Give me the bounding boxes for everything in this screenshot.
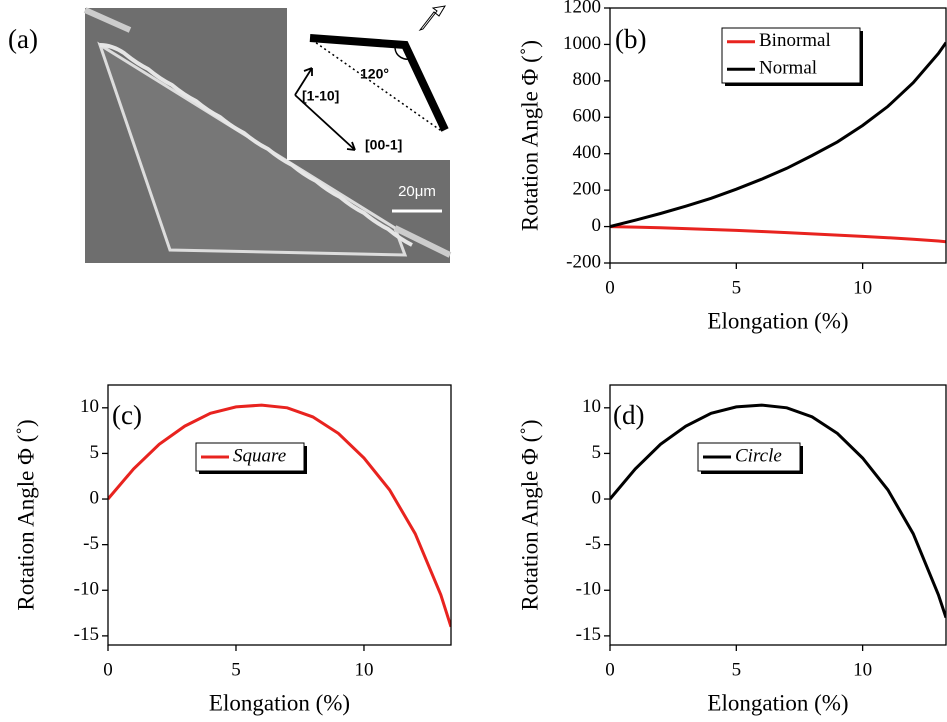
angle-label: 120°: [360, 66, 389, 82]
y-tick-label: -10: [576, 579, 601, 600]
y-tick-label: 1200: [563, 0, 601, 17]
legend-label: Square: [233, 445, 286, 466]
y-tick-label: -5: [83, 533, 99, 554]
plot-1: [108, 405, 451, 627]
x-tick-label: 10: [354, 659, 373, 680]
y-axis-label: Rotation Angle Φ (˚): [13, 419, 38, 610]
x-tick-label: 0: [605, 277, 615, 298]
x-axis-label: Elongation (%): [209, 690, 350, 715]
x-tick-label: 5: [732, 277, 742, 298]
y-axis-label: Rotation Angle Φ (˚): [517, 40, 542, 231]
y-tick-label: -10: [74, 579, 99, 600]
panel-label: (a): [8, 24, 38, 54]
direction-label: [00-1]: [365, 137, 402, 153]
micrograph-panel: (a) 20μm 120° [1-10] [00-1]: [8, 6, 450, 263]
data-line: [610, 227, 946, 242]
y-tick-label: 200: [573, 179, 602, 200]
x-tick-label: 5: [231, 659, 241, 680]
y-tick-label: 10: [582, 396, 601, 417]
plot-2: [610, 405, 946, 617]
y-tick-label: -5: [585, 533, 601, 554]
x-tick-label: 5: [732, 659, 742, 680]
y-tick-label: 0: [592, 215, 602, 236]
y-axis-label: Rotation Angle Φ (˚): [517, 419, 542, 610]
x-axis-label: Elongation (%): [707, 690, 848, 715]
legend-label: Normal: [759, 58, 817, 79]
panel-label: (c): [112, 400, 142, 430]
y-tick-label: 5: [592, 442, 602, 463]
y-tick-label: 600: [573, 106, 602, 127]
y-tick-label: 800: [573, 69, 602, 90]
y-tick-label: 0: [90, 487, 100, 508]
panel-label: (b): [615, 24, 646, 54]
x-tick-label: 0: [605, 659, 615, 680]
y-tick-label: 400: [573, 142, 602, 163]
x-tick-label: 10: [853, 659, 872, 680]
scale-label: 20μm: [398, 183, 436, 200]
legend-label: Circle: [735, 445, 782, 466]
x-tick-label: 0: [103, 659, 113, 680]
y-tick-label: 10: [80, 396, 99, 417]
x-axis-label: Elongation (%): [707, 308, 848, 333]
data-line: [108, 405, 451, 627]
y-tick-label: 1000: [563, 33, 601, 54]
y-tick-label: 0: [592, 487, 602, 508]
data-line: [610, 405, 946, 617]
y-tick-label: -15: [576, 624, 601, 645]
panel-label: (d): [613, 400, 644, 430]
x-tick-label: 10: [853, 277, 872, 298]
y-tick-label: -15: [74, 624, 99, 645]
plot-frame: [610, 385, 946, 645]
legend-label: Binormal: [759, 30, 831, 51]
figure: (a) 20μm 120° [1-10] [00-1] -20002004006…: [0, 0, 947, 722]
plot-frame: [108, 385, 451, 645]
direction-label: [1-10]: [302, 88, 339, 104]
y-tick-label: 5: [90, 442, 100, 463]
y-tick-label: -200: [566, 251, 601, 272]
